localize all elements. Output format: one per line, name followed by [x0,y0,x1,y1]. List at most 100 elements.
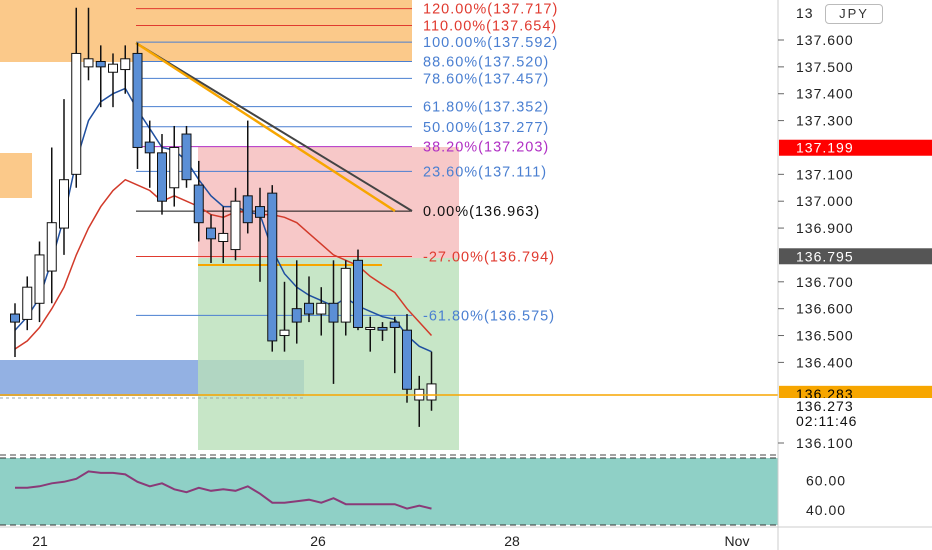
candle[interactable] [291,260,302,344]
candle[interactable] [389,316,400,374]
rsi-tick-label: 60.00 [806,472,846,488]
price-tag-label: 137.199 [796,140,854,156]
rsi-axis: 60.00 40.00 [806,472,846,518]
candle-body [132,52,143,148]
candle[interactable] [181,125,192,188]
candle[interactable] [402,314,412,403]
candle[interactable] [242,120,253,234]
candle[interactable] [120,45,131,94]
supply-zone-mid [0,153,32,198]
price-tag-background [779,413,932,429]
candle[interactable] [10,303,20,358]
candle[interactable] [328,260,339,384]
candle[interactable] [59,99,69,255]
price-tag-label: 136.283 [796,386,854,402]
price-axis-partial-label: 13 [796,5,814,21]
candle[interactable] [426,351,437,411]
time-axis[interactable]: 21 26 28 Nov [32,533,749,549]
candle-body [377,326,388,331]
price-tag: 02:11:46 [779,413,932,429]
candle[interactable] [377,322,388,341]
candle[interactable] [95,45,106,108]
candle[interactable] [365,316,376,352]
price-tick-label: 136.500 [796,328,854,344]
candle-body [328,302,339,323]
candle-body [402,329,412,390]
candle-body [218,232,229,243]
time-tick-label: Nov [725,533,750,549]
fib-level-label: -27.00%(136.794) [423,250,555,266]
fib-level-label: 38.20%(137.203) [423,140,549,156]
candle[interactable] [34,241,45,323]
candle-body [71,52,82,175]
candle-body [365,326,376,330]
fib-level-label: 88.60%(137.520) [423,54,549,70]
candle[interactable] [353,249,363,331]
candle[interactable] [144,120,155,188]
fib-level-label: 61.80%(137.352) [423,100,549,116]
candle[interactable] [71,7,82,188]
candle-body [34,254,45,304]
trendline-dark[interactable] [135,42,413,212]
candle[interactable] [83,7,94,81]
price-tag: 137.199 [779,139,932,156]
stop-loss-zone [198,147,459,258]
candle[interactable] [169,125,180,207]
price-tick-label: 137.600 [796,32,854,48]
fibonacci-levels[interactable]: 120.00%(137.717)110.00%(137.654)100.00%(… [136,2,558,325]
candle-body [95,60,106,68]
candle[interactable] [255,187,265,282]
candle[interactable] [193,160,204,242]
candlesticks[interactable] [10,7,437,427]
candle-body [304,302,314,315]
supply-zone-top [0,0,412,62]
candle[interactable] [157,134,167,215]
candle-body [193,184,204,224]
candle[interactable] [206,214,216,263]
candle-body [144,141,155,154]
fib-level-label: 50.00%(137.277) [423,120,549,136]
candle-body [267,192,278,342]
time-tick-label: 26 [310,533,326,549]
price-axis[interactable]: 137.600 137.500 137.400 137.300 137.100 137.0… [778,32,854,451]
candle-body [353,259,363,328]
fib-level-label: -61.80%(136.575) [423,308,555,324]
candle[interactable] [132,42,143,169]
candle[interactable] [230,187,241,261]
candle[interactable] [340,260,351,336]
take-profit-zone [198,258,459,450]
price-tag-label: 136.273 [796,398,854,414]
price-tick-label: 136.600 [796,301,854,317]
candle[interactable] [316,287,327,336]
price-tag-background [779,385,932,402]
fib-level-label: 23.60%(137.111) [423,164,547,180]
candle[interactable] [267,185,278,352]
candle[interactable] [218,206,229,263]
candle-body [59,179,69,229]
candle-body [10,313,20,323]
fib-level-label: 120.00%(137.717) [423,2,558,18]
fib-level-label: 78.60%(137.457) [423,71,549,87]
time-tick-label: 21 [32,533,48,549]
fib-level-label: 0.00%(136.963) [423,204,540,220]
candle[interactable] [22,276,33,331]
price-tag-label: 136.795 [796,248,854,264]
rsi-tick-label: 40.00 [806,502,846,518]
price-tag-background [779,248,932,265]
trend-lines[interactable] [135,41,413,213]
candle[interactable] [304,276,314,323]
candle-body [230,200,241,251]
candle[interactable] [108,53,118,108]
price-tick-label: 136.400 [796,354,854,370]
candle-body [181,133,192,181]
price-tag-background [779,398,932,414]
candle[interactable] [279,281,290,352]
candle-body [389,321,400,328]
currency-button[interactable]: JPY [825,4,883,24]
candle[interactable] [46,147,57,304]
candle-body [22,286,33,320]
trendline-orange[interactable] [135,41,396,213]
price-tick-label: 137.100 [796,166,854,182]
